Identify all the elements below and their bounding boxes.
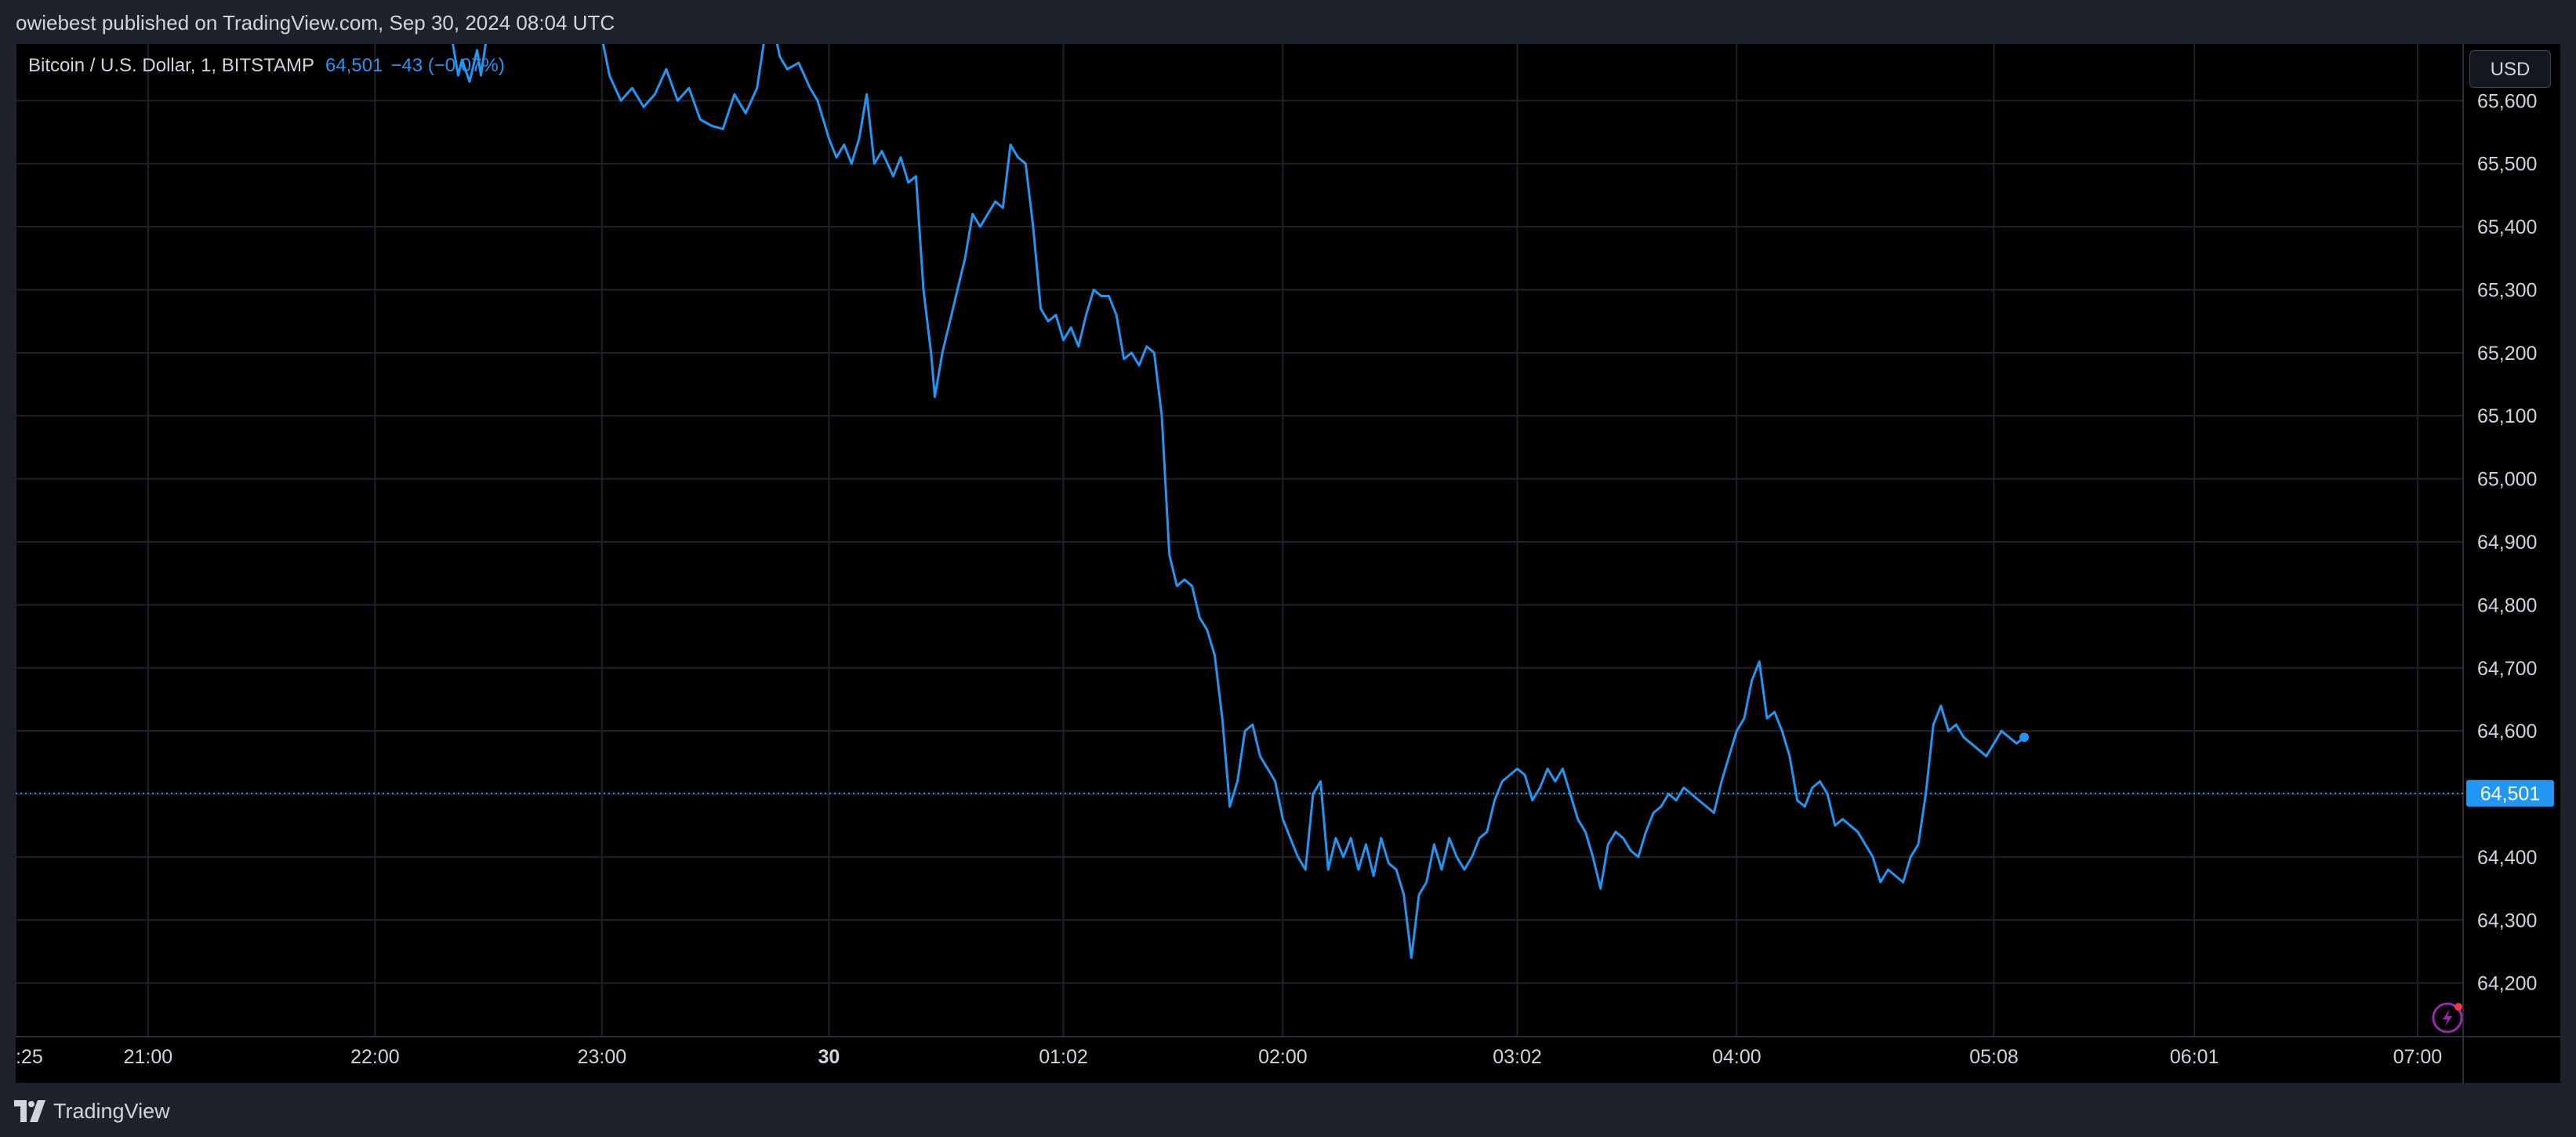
bottom-bar: TradingView xyxy=(0,1083,2576,1137)
y-tick-label: 65,400 xyxy=(2477,216,2537,238)
x-tick-label: 07:00 xyxy=(2393,1046,2443,1068)
x-tick-label: :25 xyxy=(16,1046,43,1068)
price-chart[interactable]: 64,20064,30064,40064,50064,60064,70064,8… xyxy=(16,44,2560,1083)
chart-area[interactable]: 64,20064,30064,40064,50064,60064,70064,8… xyxy=(16,44,2560,1083)
x-tick-label: 05:08 xyxy=(1969,1046,2019,1068)
brand-name: TradingView xyxy=(53,1099,170,1123)
y-tick-label: 64,800 xyxy=(2477,594,2537,616)
y-tick-label: 64,200 xyxy=(2477,973,2537,995)
symbol-name: Bitcoin / U.S. Dollar, 1, BITSTAMP xyxy=(28,55,314,76)
last-point-marker xyxy=(2019,732,2030,743)
y-tick-label: 64,400 xyxy=(2477,847,2537,869)
top-bar: owiebest published on TradingView.com, S… xyxy=(0,0,2576,44)
legend-change: −43 (−0.07%) xyxy=(390,55,505,76)
published-info: owiebest published on TradingView.com, S… xyxy=(16,11,615,35)
legend-last-value: 64,501 xyxy=(325,55,383,76)
y-tick-label: 64,700 xyxy=(2477,658,2537,680)
x-tick-label: 02:00 xyxy=(1258,1046,1308,1068)
symbol-legend: Bitcoin / U.S. Dollar, 1, BITSTAMP 64,501… xyxy=(28,55,505,77)
y-tick-label: 65,600 xyxy=(2477,90,2537,112)
y-tick-label: 65,300 xyxy=(2477,279,2537,301)
tradingview-logo-icon xyxy=(14,1100,45,1122)
x-tick-label: 23:00 xyxy=(578,1046,627,1068)
last-price-badge xyxy=(2466,779,2554,807)
y-tick-label: 65,100 xyxy=(2477,405,2537,427)
x-tick-label: 03:02 xyxy=(1493,1046,1542,1068)
x-tick-label: 01:02 xyxy=(1039,1046,1088,1068)
x-tick-label: 22:00 xyxy=(350,1046,400,1068)
y-tick-label: 65,200 xyxy=(2477,343,2537,365)
y-tick-label: 65,000 xyxy=(2477,469,2537,491)
last-price-badge-label: 64,501 xyxy=(2480,783,2540,805)
y-tick-label: 64,300 xyxy=(2477,910,2537,932)
tradingview-brand[interactable]: TradingView xyxy=(14,1097,170,1125)
y-tick-label: 64,600 xyxy=(2477,721,2537,743)
price-series-line xyxy=(452,44,2026,959)
x-tick-label: 06:01 xyxy=(2170,1046,2219,1068)
y-tick-label: 64,900 xyxy=(2477,532,2537,554)
y-tick-label: 65,500 xyxy=(2477,154,2537,176)
x-tick-label: 30 xyxy=(818,1046,840,1068)
lightning-alert-icon xyxy=(2432,1002,2463,1033)
currency-button[interactable]: USD xyxy=(2469,50,2551,88)
x-tick-label: 21:00 xyxy=(124,1046,173,1068)
plot-background xyxy=(16,44,2560,1083)
x-tick-label: 04:00 xyxy=(1712,1046,1761,1068)
